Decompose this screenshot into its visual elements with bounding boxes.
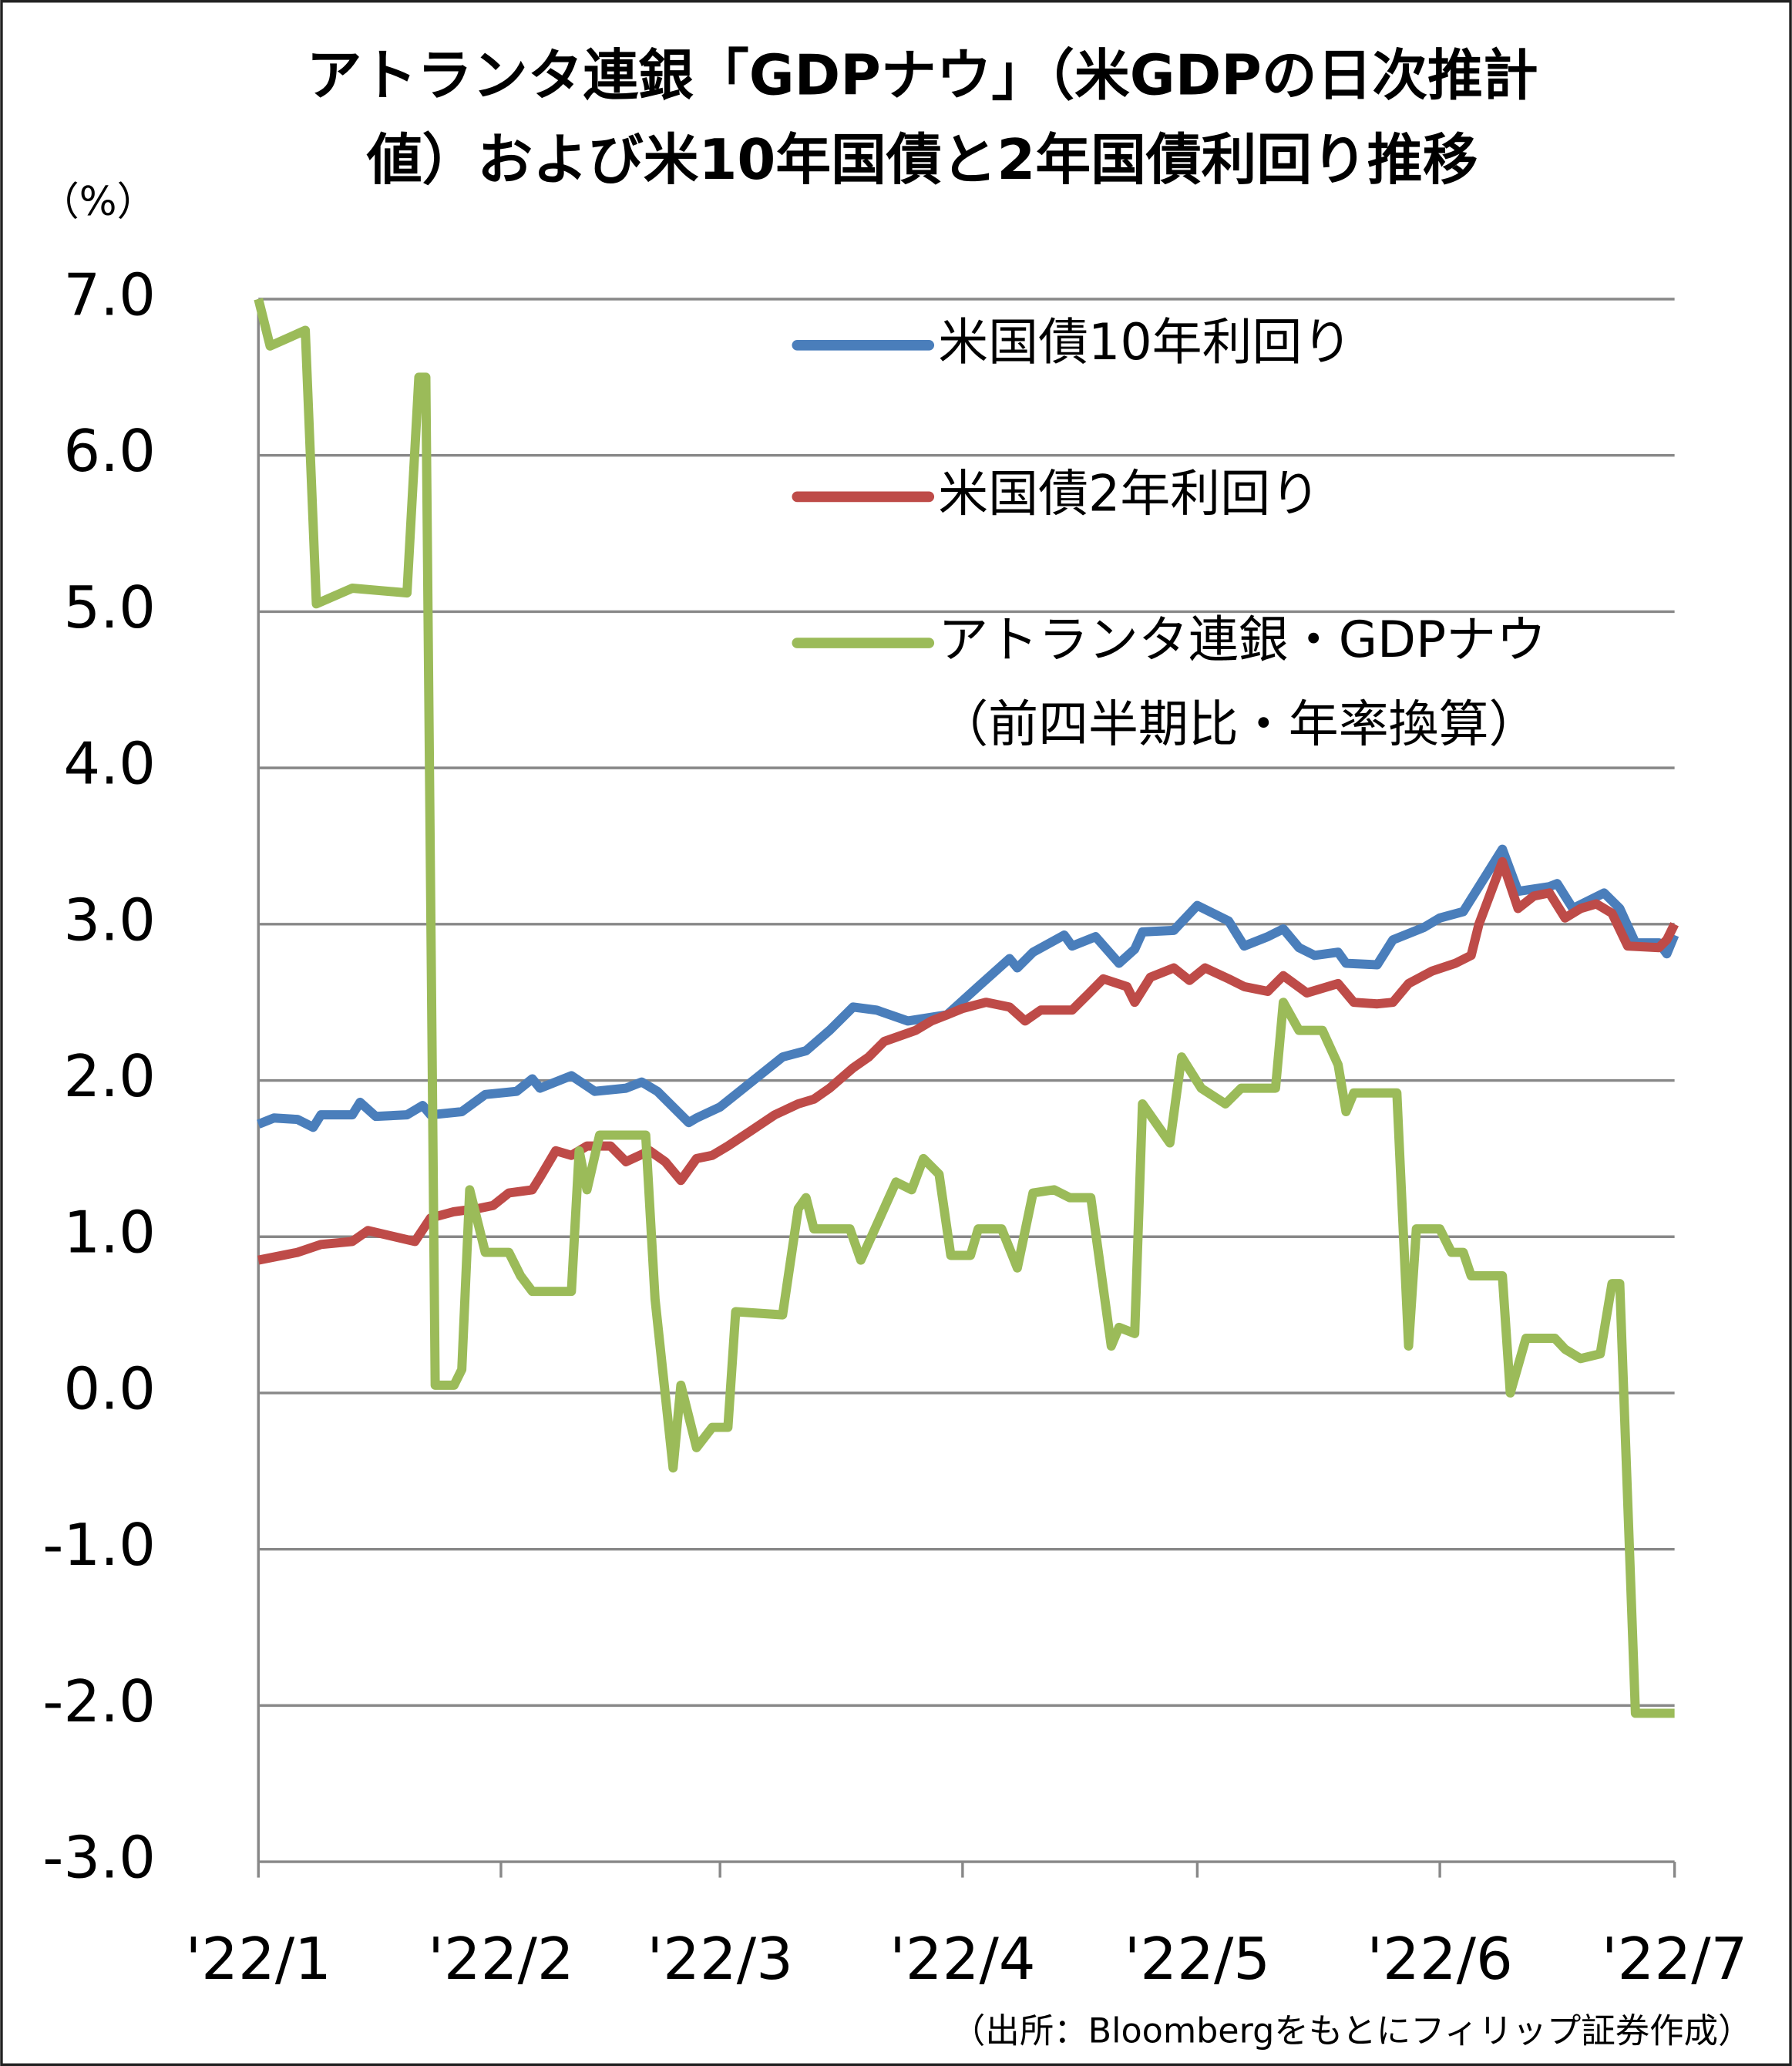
series-line <box>254 298 1675 1718</box>
x-tick-label: '22/6 <box>1367 1925 1513 1993</box>
y-tick-label: 2.0 <box>63 1042 156 1110</box>
x-tick-label: '22/2 <box>428 1925 574 1993</box>
series-line <box>257 844 1679 1132</box>
y-tick-label: 6.0 <box>63 417 156 485</box>
y-tick-label: 1.0 <box>63 1199 156 1267</box>
legend-label: 米国債10年利回り <box>938 314 1352 372</box>
chart-title: アトランタ連銀「GDPナウ」（米GDPの日次推計値）および米10年国債と2年国債… <box>307 42 1538 191</box>
y-unit: （%） <box>40 179 156 225</box>
x-tick-label: '22/5 <box>1125 1925 1271 1993</box>
y-tick-label: 3.0 <box>63 886 156 954</box>
y-tick-label: 0.0 <box>63 1354 156 1422</box>
y-tick-label: -1.0 <box>42 1511 156 1579</box>
legend-label: アトランタ連銀・GDPナウ（前四半期比・年率換算） <box>938 611 1546 753</box>
legend-label: 米国債2年利回り <box>938 465 1320 523</box>
x-tick-label: '22/3 <box>647 1925 793 1993</box>
series-line <box>257 856 1679 1265</box>
y-tick-label: -2.0 <box>42 1667 156 1735</box>
x-tick-label: '22/4 <box>889 1925 1036 1993</box>
y-tick-label: 7.0 <box>63 261 156 328</box>
source-note: （出所：Bloombergをもとにフィリップ証券作成） <box>951 2011 1752 2051</box>
x-tick-label: '22/1 <box>185 1925 331 1993</box>
y-tick-label: 4.0 <box>63 730 156 798</box>
y-tick-label: 5.0 <box>63 574 156 641</box>
x-tick-label: '22/7 <box>1602 1925 1748 1993</box>
y-tick-label: -3.0 <box>42 1824 156 1892</box>
